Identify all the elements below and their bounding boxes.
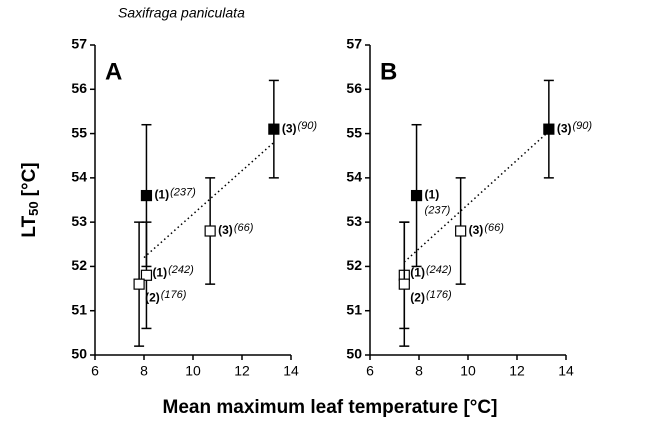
y-tick-label: 56	[346, 80, 362, 96]
y-tick-label: 56	[71, 80, 87, 96]
x-tick-label: 10	[460, 363, 476, 379]
trend-line	[403, 133, 547, 263]
sample-size: (242)	[168, 264, 194, 276]
y-label-main: LT	[19, 215, 40, 237]
data-point	[268, 123, 280, 135]
point-label: (1)	[154, 188, 169, 202]
y-label-unit: [°C]	[19, 162, 40, 196]
data-point	[140, 269, 153, 281]
x-tick-label: 10	[185, 363, 201, 379]
x-tick-label: 6	[91, 363, 99, 379]
y-tick-label: 51	[71, 301, 87, 317]
point-label: (1)	[152, 265, 167, 279]
y-axis-label: LT50 [°C]	[19, 162, 41, 237]
sample-size: (90)	[298, 120, 318, 132]
panel-label: A	[105, 58, 122, 85]
data-point	[455, 225, 467, 237]
x-tick-label: 12	[234, 363, 250, 379]
x-tick-label: 6	[366, 363, 374, 379]
x-tick-label: 12	[509, 363, 525, 379]
y-tick-label: 50	[346, 346, 362, 362]
point-label: (2)	[410, 290, 425, 304]
y-tick-label: 55	[346, 124, 362, 140]
y-tick-label: 52	[346, 257, 362, 273]
x-tick-label: 8	[140, 363, 148, 379]
data-point	[543, 123, 555, 135]
y-tick-label: 51	[346, 301, 362, 317]
data-point	[140, 189, 153, 202]
sample-size: (237)	[170, 186, 196, 198]
panel-label: B	[380, 58, 397, 85]
data-point	[398, 278, 410, 290]
figure-title: Saxifraga paniculata	[118, 5, 245, 21]
x-tick-label: 14	[283, 363, 299, 379]
x-axis-label: Mean maximum leaf temperature [°C]	[163, 397, 498, 418]
sample-size: (176)	[426, 289, 452, 301]
point-label: (3)	[282, 121, 297, 135]
y-tick-label: 54	[346, 169, 362, 185]
y-tick-label: 57	[346, 36, 362, 52]
sample-size: (242)	[426, 264, 452, 276]
sample-size: (237)	[425, 204, 451, 216]
sample-size: (90)	[573, 120, 593, 132]
trend-line	[143, 141, 275, 259]
data-point	[133, 278, 145, 290]
data-point	[410, 189, 423, 202]
y-tick-label: 53	[346, 213, 362, 229]
y-tick-label: 50	[71, 346, 87, 362]
y-tick-label: 54	[71, 169, 87, 185]
y-label-sub: 50	[26, 201, 41, 215]
y-tick-label: 52	[71, 257, 87, 273]
sample-size: (66)	[484, 222, 504, 234]
data-point	[204, 225, 216, 237]
y-tick-label: 55	[71, 124, 87, 140]
y-tick-label: 53	[71, 213, 87, 229]
sample-size: (176)	[161, 289, 187, 301]
x-tick-label: 8	[415, 363, 423, 379]
point-label: (1)	[410, 265, 425, 279]
sample-size: (66)	[234, 222, 254, 234]
point-label: (3)	[218, 223, 233, 237]
point-label: (3)	[557, 121, 572, 135]
y-tick-label: 57	[71, 36, 87, 52]
point-label: (2)	[145, 290, 160, 304]
point-label: (1)	[425, 188, 440, 202]
point-label: (3)	[469, 223, 484, 237]
x-tick-label: 14	[558, 363, 574, 379]
